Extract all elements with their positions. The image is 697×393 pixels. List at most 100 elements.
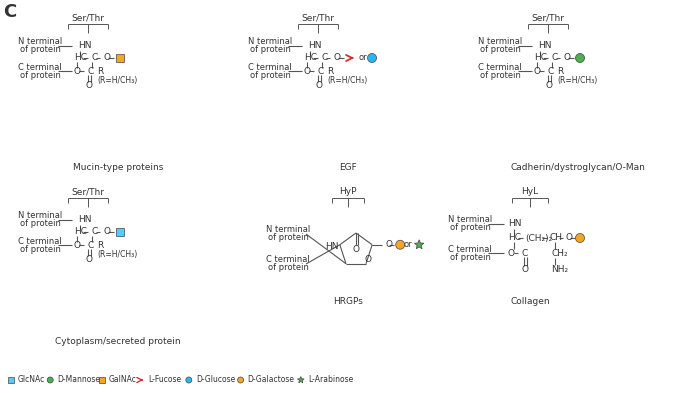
Text: CH₂: CH₂ (551, 250, 567, 259)
Text: (R=H/CH₃): (R=H/CH₃) (327, 75, 367, 84)
Text: O: O (74, 241, 81, 250)
Text: C: C (321, 53, 328, 62)
Text: O: O (563, 53, 570, 62)
Text: HC: HC (304, 53, 317, 62)
Text: C terminal: C terminal (448, 244, 492, 253)
Text: of protein: of protein (480, 46, 521, 55)
Text: N terminal: N terminal (18, 37, 62, 46)
Text: C terminal: C terminal (266, 255, 310, 264)
Text: HC: HC (74, 228, 87, 237)
Text: HN: HN (78, 42, 91, 50)
Text: HC: HC (534, 53, 547, 62)
Text: Cytoplasm/secreted protein: Cytoplasm/secreted protein (55, 338, 181, 347)
Text: R: R (97, 66, 103, 75)
Text: O: O (508, 248, 515, 257)
Polygon shape (298, 376, 304, 383)
Text: or: or (359, 53, 367, 62)
Text: C terminal: C terminal (478, 64, 522, 72)
Text: O: O (565, 233, 572, 242)
Text: GalNAc: GalNAc (109, 375, 137, 384)
Text: CH: CH (550, 233, 563, 242)
Bar (116, 54, 124, 62)
Text: Ser/Thr: Ser/Thr (72, 13, 105, 22)
Text: HC: HC (508, 233, 521, 242)
Text: C: C (317, 66, 323, 75)
Text: GlcNAc: GlcNAc (18, 375, 45, 384)
Text: O: O (534, 66, 541, 75)
Text: D-Mannose: D-Mannose (57, 375, 100, 384)
Text: O: O (353, 244, 360, 253)
Text: HN: HN (508, 220, 521, 228)
Text: of protein: of protein (20, 220, 61, 228)
Text: (R=H/CH₃): (R=H/CH₃) (557, 75, 597, 84)
Polygon shape (415, 240, 424, 249)
Text: HN: HN (538, 42, 551, 50)
Text: Ser/Thr: Ser/Thr (532, 13, 565, 22)
Circle shape (576, 233, 585, 242)
Text: R: R (97, 241, 103, 250)
Text: of protein: of protein (480, 72, 521, 81)
Text: O: O (365, 255, 372, 264)
Circle shape (396, 240, 405, 249)
Text: C terminal: C terminal (248, 64, 292, 72)
Text: O: O (385, 240, 392, 249)
Text: HyP: HyP (339, 187, 357, 196)
Circle shape (576, 53, 585, 62)
Circle shape (238, 377, 243, 383)
Text: EGF: EGF (339, 163, 357, 173)
Text: C: C (547, 66, 553, 75)
Text: O: O (315, 81, 322, 90)
Bar (116, 228, 124, 236)
Text: N terminal: N terminal (448, 215, 492, 224)
Text: O: O (304, 66, 311, 75)
Text: N terminal: N terminal (266, 226, 310, 235)
Text: of protein: of protein (450, 224, 491, 233)
Text: Collagen: Collagen (510, 298, 550, 307)
Text: C: C (87, 66, 93, 75)
Text: (R=H/CH₃): (R=H/CH₃) (97, 75, 137, 84)
Text: NH₂: NH₂ (551, 264, 568, 274)
Text: HN: HN (78, 215, 91, 224)
Text: (CH₂)₂: (CH₂)₂ (525, 233, 552, 242)
Text: O: O (74, 66, 81, 75)
Text: L-Arabinose: L-Arabinose (308, 375, 353, 384)
Text: C: C (91, 53, 98, 62)
Text: N terminal: N terminal (18, 211, 62, 220)
Text: R: R (327, 66, 333, 75)
Text: (R=H/CH₃): (R=H/CH₃) (97, 250, 137, 259)
Circle shape (47, 377, 53, 383)
Bar (8, 377, 14, 383)
Text: O: O (103, 53, 110, 62)
Text: Cadherin/dystroglycan/O-Man: Cadherin/dystroglycan/O-Man (511, 163, 645, 173)
Text: C: C (521, 248, 527, 257)
Text: L-Fucose: L-Fucose (148, 375, 181, 384)
Text: C: C (3, 3, 17, 21)
Text: O: O (103, 228, 110, 237)
Text: C: C (551, 53, 557, 62)
Text: C: C (91, 228, 98, 237)
Text: C terminal: C terminal (18, 237, 62, 246)
Text: of protein: of protein (20, 72, 61, 81)
Text: O: O (521, 266, 528, 274)
Circle shape (367, 53, 376, 62)
Bar (99, 377, 105, 383)
Text: of protein: of protein (268, 263, 309, 272)
Text: N terminal: N terminal (478, 37, 522, 46)
Text: O: O (333, 53, 340, 62)
Text: of protein: of protein (268, 233, 309, 242)
Text: of protein: of protein (450, 252, 491, 261)
Text: O: O (85, 255, 92, 264)
Text: of protein: of protein (20, 46, 61, 55)
Text: of protein: of protein (250, 72, 291, 81)
Text: or: or (404, 240, 413, 249)
Text: HRGPs: HRGPs (333, 298, 363, 307)
Text: D-Glucose: D-Glucose (196, 375, 235, 384)
Text: Ser/Thr: Ser/Thr (302, 13, 335, 22)
Text: C: C (87, 241, 93, 250)
Text: O: O (545, 81, 552, 90)
Text: Mucin-type proteins: Mucin-type proteins (72, 163, 163, 173)
Text: of protein: of protein (20, 246, 61, 255)
Text: R: R (557, 66, 563, 75)
Text: D-Galactose: D-Galactose (247, 375, 295, 384)
Text: HN: HN (308, 42, 321, 50)
